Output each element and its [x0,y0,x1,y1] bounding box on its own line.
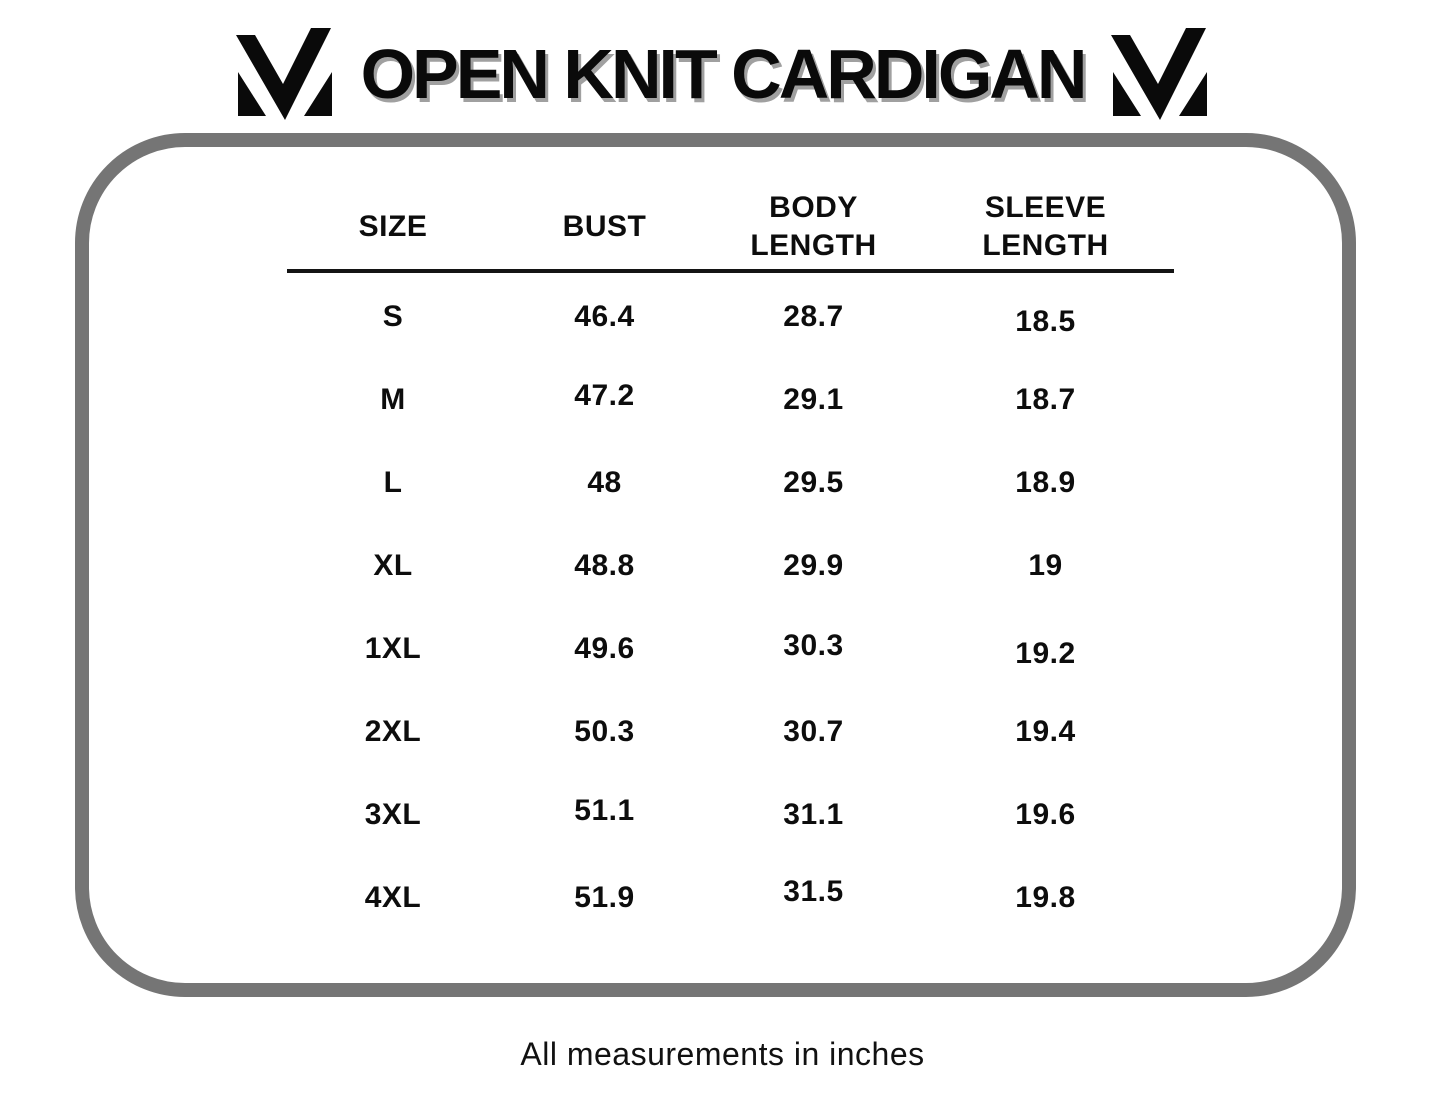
size-chart-card: SIZE BUST BODY LENGTH SLEEVE LENGTH S 46.… [75,133,1356,997]
measurement-value: 30.7 [783,714,844,748]
measurement-value: 48.8 [574,548,635,582]
table-body: S 46.4 28.7 18.5 M 47.2 29.1 18.7 L 48 29.5 18.9 XL 4… [287,273,1174,939]
size-label: 4XL [364,880,422,914]
table-header-row: SIZE BUST BODY LENGTH SLEEVE LENGTH [287,187,1174,267]
size-label: 2XL [364,714,422,748]
measurement-value: 19 [1028,548,1063,582]
column-header-body-length: BODY LENGTH [750,191,877,262]
table-row: 4XL 51.9 31.5 19.8 [287,856,1174,939]
size-label: L [383,465,403,499]
page-title: OPEN KNIT CARDIGAN [360,35,1088,113]
measurement-value: 48 [587,465,622,499]
table-row: L 48 29.5 18.9 [287,441,1174,524]
measurement-value: 29.5 [783,465,844,499]
measurement-value: 31.5 [783,874,844,908]
measurement-value: 18.9 [1015,465,1076,499]
measurement-value: 51.1 [574,793,635,827]
size-label: 1XL [364,631,422,665]
measurement-value: 19.2 [1015,636,1076,670]
header: OPEN KNIT CARDIGAN [0,28,1445,120]
size-label: 3XL [364,797,422,831]
measurement-value: 51.9 [574,880,635,914]
header-divider [287,269,1174,273]
column-header-size: SIZE [358,210,428,243]
table-row: 3XL 51.1 31.1 19.6 [287,773,1174,856]
measurement-value: 47.2 [574,378,635,412]
size-label: XL [373,548,413,582]
size-chart-table: SIZE BUST BODY LENGTH SLEEVE LENGTH S 46.… [287,187,1174,939]
measurement-value: 29.9 [783,548,844,582]
brand-logo-icon [1110,28,1210,120]
size-label: S [382,299,404,333]
brand-logo-icon [235,28,335,120]
measurement-value: 50.3 [574,714,635,748]
column-header-bust: BUST [562,210,647,243]
measurement-value: 18.5 [1015,304,1076,338]
measurement-value: 49.6 [574,631,635,665]
table-row: 1XL 49.6 30.3 19.2 [287,607,1174,690]
size-label: M [380,382,406,416]
measurement-value: 19.6 [1015,797,1076,831]
table-row: S 46.4 28.7 18.5 [287,275,1174,358]
column-header-sleeve-length: SLEEVE LENGTH [982,191,1109,262]
table-row: XL 48.8 29.9 19 [287,524,1174,607]
measurement-unit-note: All measurements in inches [520,1036,925,1072]
measurement-value: 29.1 [783,382,844,416]
measurement-value: 19.8 [1015,880,1076,914]
table-row: M 47.2 29.1 18.7 [287,358,1174,441]
measurement-value: 18.7 [1015,382,1076,416]
measurement-value: 31.1 [783,797,844,831]
measurement-value: 46.4 [574,299,635,333]
measurement-value: 30.3 [783,628,844,662]
table-row: 2XL 50.3 30.7 19.4 [287,690,1174,773]
measurement-value: 19.4 [1015,714,1076,748]
measurement-value: 28.7 [783,299,844,333]
